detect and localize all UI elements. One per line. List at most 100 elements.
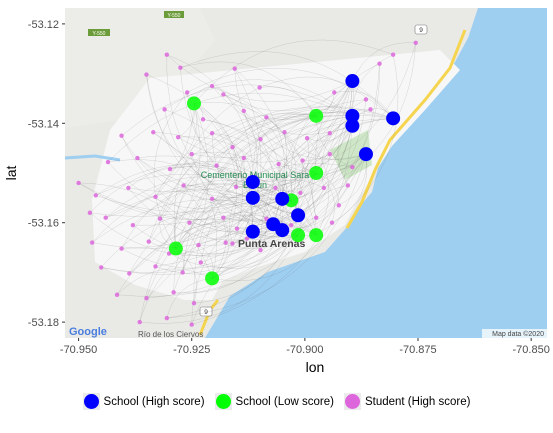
school-high-point (291, 208, 306, 223)
connection-line (246, 118, 394, 239)
student-point (264, 216, 269, 221)
connection-line (300, 118, 394, 193)
road-badge: Y-550 (164, 11, 184, 19)
student-point (144, 296, 149, 301)
student-point (304, 136, 310, 141)
connection-line (92, 125, 353, 249)
school-low-point (309, 108, 324, 123)
y-tick-label: -53.12 (28, 19, 59, 31)
student-point (130, 222, 136, 228)
student-point (87, 210, 93, 215)
student-point (126, 185, 131, 191)
connection-line (121, 179, 253, 249)
student-point (368, 107, 373, 112)
student-point (171, 290, 176, 295)
school-low-point (186, 96, 201, 111)
student-point (135, 155, 140, 161)
connection-line (132, 80, 353, 226)
y-axis-title: lat (3, 166, 19, 181)
connection-line (216, 114, 317, 166)
student-point (93, 193, 98, 198)
legend-key (343, 393, 361, 410)
connection-line (223, 94, 258, 183)
connection-line (266, 117, 297, 201)
student-point (184, 90, 190, 95)
school-high-point (245, 190, 260, 205)
connection-line (252, 187, 325, 232)
student-point (289, 222, 294, 228)
school-low-point (309, 166, 324, 180)
student-point (157, 216, 163, 221)
student-point (258, 137, 263, 142)
student-point (230, 241, 235, 246)
student-point (164, 315, 170, 321)
school-low-point (309, 228, 324, 243)
map-label-river: Río de los Ciervos (138, 330, 203, 338)
connection-line (155, 81, 353, 267)
x-tick-label: -70.875 (399, 344, 436, 356)
student-point (313, 215, 319, 220)
connection-line (200, 234, 299, 269)
connection-line (191, 80, 353, 158)
road-badge: Y-550 (88, 29, 110, 37)
road-badge: 9 (199, 306, 213, 317)
connection-line (200, 197, 254, 263)
connection-line (121, 135, 253, 201)
connection-line (193, 115, 317, 304)
student-point (153, 194, 158, 200)
student-point (363, 97, 369, 102)
student-point (329, 220, 335, 225)
connection-line (223, 80, 353, 111)
legend-label: Student (High score) (364, 395, 471, 408)
connection-line (159, 115, 317, 219)
school-high-point (345, 118, 360, 133)
student-point (151, 130, 156, 135)
student-point (76, 180, 81, 186)
connection-line (252, 42, 416, 183)
school-high-point (275, 223, 290, 238)
connection-line (311, 115, 353, 218)
connection-line (105, 176, 283, 218)
connection-line (211, 198, 227, 279)
connection-line (282, 115, 317, 226)
connection-line (331, 154, 368, 223)
student-point (221, 92, 226, 97)
school-low-point (205, 271, 220, 286)
svg-text:Y-550: Y-550 (168, 13, 181, 19)
connection-line (132, 183, 292, 226)
axes: -70.950 -70.925 -70.900 -70.875 -70.850 -53.1… (28, 19, 550, 356)
connection-line (95, 173, 317, 236)
connection-line (121, 80, 353, 249)
connection-line (334, 90, 394, 119)
connection-line (107, 161, 253, 209)
student-point (377, 61, 382, 66)
map-attribution: Map data ©2020 (492, 330, 544, 338)
y-tick-label: -53.18 (28, 317, 59, 329)
connection-line (128, 80, 353, 193)
connection-line (212, 132, 292, 201)
connection-line (186, 92, 299, 216)
student-point (258, 247, 263, 253)
student-point (350, 164, 355, 170)
connection-line (189, 222, 299, 249)
connection-line (105, 188, 317, 236)
student-point (413, 40, 418, 45)
connection-line (169, 161, 283, 200)
student-point (336, 203, 342, 208)
connection-line (193, 103, 237, 243)
legend-label: School (High score) (103, 395, 205, 408)
connection-line (229, 181, 253, 244)
connection-line (116, 268, 213, 295)
connection-line (164, 109, 254, 232)
connection-line (212, 85, 317, 236)
student-point (164, 52, 170, 57)
student-point (144, 72, 149, 77)
connection-line (78, 172, 317, 220)
student-point (230, 144, 235, 150)
basemap: Y-550 Y-550 9 9 Punta Arenas Cementerio … (65, 8, 547, 338)
connection-line (187, 68, 394, 119)
connection-line (168, 234, 299, 269)
connection-line (252, 185, 349, 234)
student-point (119, 246, 124, 251)
